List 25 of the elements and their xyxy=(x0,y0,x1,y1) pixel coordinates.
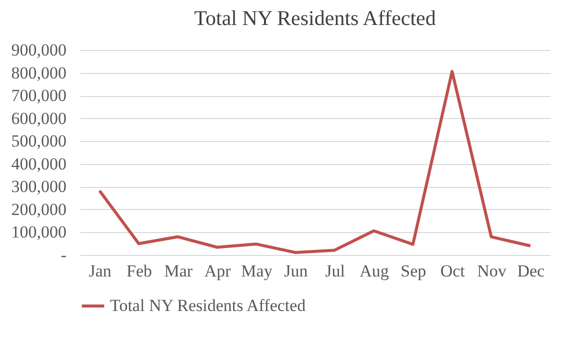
chart-title: Total NY Residents Affected xyxy=(194,6,436,30)
y-tick-label: 700,000 xyxy=(11,86,66,106)
x-tick-label: Nov xyxy=(477,262,507,280)
y-tick-label: 500,000 xyxy=(11,132,66,151)
x-tick-label: Mar xyxy=(164,262,193,280)
y-tick-label: 300,000 xyxy=(11,177,66,196)
x-tick-label: May xyxy=(241,262,273,280)
x-tick-label: Oct xyxy=(440,262,466,280)
legend-label: Total NY Residents Affected xyxy=(110,296,306,315)
y-tick-label: 900,000 xyxy=(11,40,66,60)
y-tick-label: 800,000 xyxy=(11,63,66,82)
x-tick-label: Sep xyxy=(400,262,426,280)
x-tick-label: Apr xyxy=(204,262,232,280)
line-series xyxy=(98,70,532,254)
y-tick-label: 400,000 xyxy=(11,154,66,174)
x-tick-label: Feb xyxy=(126,262,152,280)
x-tick-label: Aug xyxy=(360,262,390,280)
y-tick-label: 200,000 xyxy=(11,200,66,219)
y-tick-label: - xyxy=(60,246,67,264)
x-tick-label: Jul xyxy=(325,262,346,280)
y-tick-label: 600,000 xyxy=(11,108,66,128)
x-tick-label: Jan xyxy=(88,262,112,280)
y-tick-label: 100,000 xyxy=(11,222,66,242)
x-tick-label: Jun xyxy=(284,262,308,280)
x-tick-label: Dec xyxy=(517,262,546,280)
